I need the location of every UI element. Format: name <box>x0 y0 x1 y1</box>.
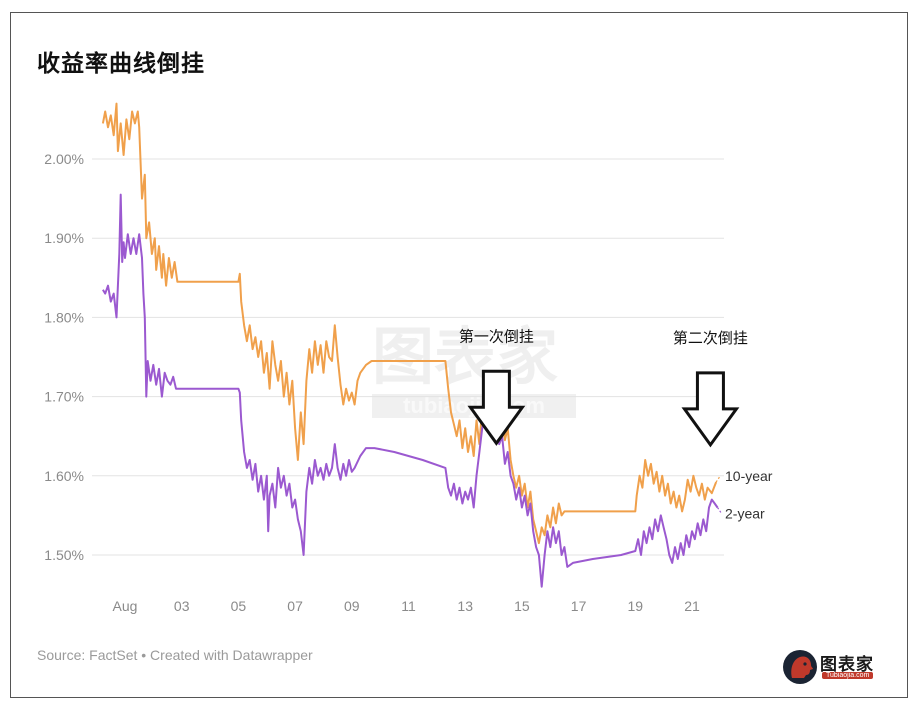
logo-text: 图表家 <box>820 655 874 675</box>
page-title: 收益率曲线倒挂 <box>37 51 205 77</box>
x-tick-label: 07 <box>287 598 303 614</box>
x-tick-label: 09 <box>344 598 360 614</box>
down-arrow-icon <box>681 371 740 448</box>
series-tail-1 <box>717 507 723 514</box>
series-line-two-year <box>102 193 719 588</box>
series-lines <box>101 102 723 588</box>
y-axis: 2.00% 1.90% 1.80% 1.70% 1.60% 1.50% <box>44 151 84 563</box>
y-tick-label: 1.90% <box>44 230 84 246</box>
y-tick-label: 1.50% <box>44 547 84 563</box>
x-tick-label: 03 <box>174 598 190 614</box>
y-tick-label: 1.70% <box>44 389 84 405</box>
annotation-label: 第二次倒挂 <box>673 329 748 347</box>
annotation-label: 第一次倒挂 <box>459 327 534 345</box>
annotations: 第一次倒挂 第二次倒挂 <box>459 327 748 448</box>
watermark: 图表家 tubiaojia.com <box>372 320 576 418</box>
annotation-1: 第一次倒挂 <box>459 327 534 446</box>
series-line-ten-year <box>101 102 718 545</box>
x-tick-label: 13 <box>457 598 473 614</box>
grid <box>92 158 724 556</box>
logo: 图表家 Tubiaojia.com <box>782 648 892 688</box>
logo-subtext: Tubiaojia.com <box>822 672 874 679</box>
y-tick-label: 1.60% <box>44 468 84 484</box>
chart-card <box>10 12 908 698</box>
down-arrow-icon <box>467 369 526 446</box>
face-silhouette-icon <box>783 650 817 684</box>
source-note: Source: FactSet • Created with Datawrapp… <box>37 647 313 663</box>
y-tick-label: 1.80% <box>44 309 84 325</box>
x-tick-label: 19 <box>628 598 644 614</box>
series-label: 10-year <box>725 468 773 484</box>
x-tick-label: 05 <box>231 598 247 614</box>
x-tick-label: 21 <box>684 598 700 614</box>
series-label: 2-year <box>725 505 765 521</box>
series-tail-0 <box>715 475 721 483</box>
y-tick-label: 2.00% <box>44 151 84 167</box>
series-end-labels: 10-year 2-year <box>725 468 773 521</box>
x-tick-label: 11 <box>401 598 416 614</box>
watermark-main: 图表家 <box>372 320 558 393</box>
x-axis: Aug 03 05 07 09 11 13 15 17 19 21 <box>113 598 700 614</box>
x-tick-label: 15 <box>514 598 530 614</box>
annotation-2: 第二次倒挂 <box>673 329 748 448</box>
x-tick-label: Aug <box>113 598 138 614</box>
x-tick-label: 17 <box>571 598 587 614</box>
